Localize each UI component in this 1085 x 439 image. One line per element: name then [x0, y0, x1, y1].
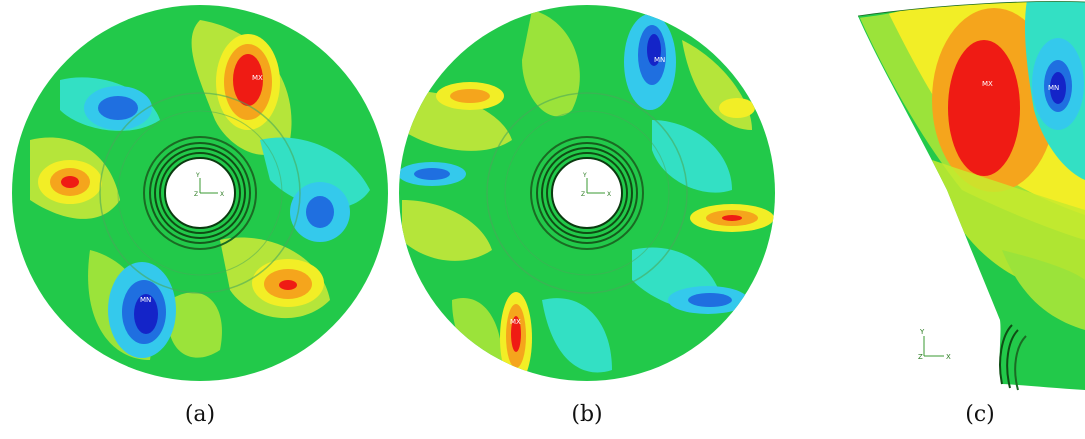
max-label: MX	[252, 74, 263, 82]
coordinate-triad: Y Z X	[581, 172, 611, 198]
contour-plot-c: Y Z X MX MN	[857, 1, 1085, 391]
triad-y: Y	[919, 328, 925, 336]
triad-x: X	[220, 191, 224, 198]
triad-z: Z	[194, 191, 198, 198]
caption-a: (a)	[184, 402, 216, 427]
min-label: MN	[140, 296, 151, 304]
blade-sector	[858, 1, 1085, 391]
triad-x: X	[607, 191, 611, 198]
caption-c: (c)	[965, 402, 995, 427]
triad-y: Y	[195, 172, 200, 179]
triad-z: Z	[918, 353, 923, 361]
max-label: MX	[510, 318, 521, 326]
coordinate-triad: Y Z X	[918, 328, 951, 361]
max-label: MX	[982, 80, 993, 88]
min-label: MN	[654, 56, 665, 64]
triad-x: X	[946, 353, 951, 361]
triad-z: Z	[581, 191, 585, 198]
coordinate-triad: Y Z X	[194, 172, 224, 198]
caption-b: (b)	[571, 402, 603, 427]
min-label: MN	[1048, 84, 1059, 92]
contour-plot-a: Y Z X MX MN	[12, 5, 388, 381]
contour-plot-b: Y Z X MN MX	[399, 5, 775, 381]
triad-y: Y	[582, 172, 587, 179]
